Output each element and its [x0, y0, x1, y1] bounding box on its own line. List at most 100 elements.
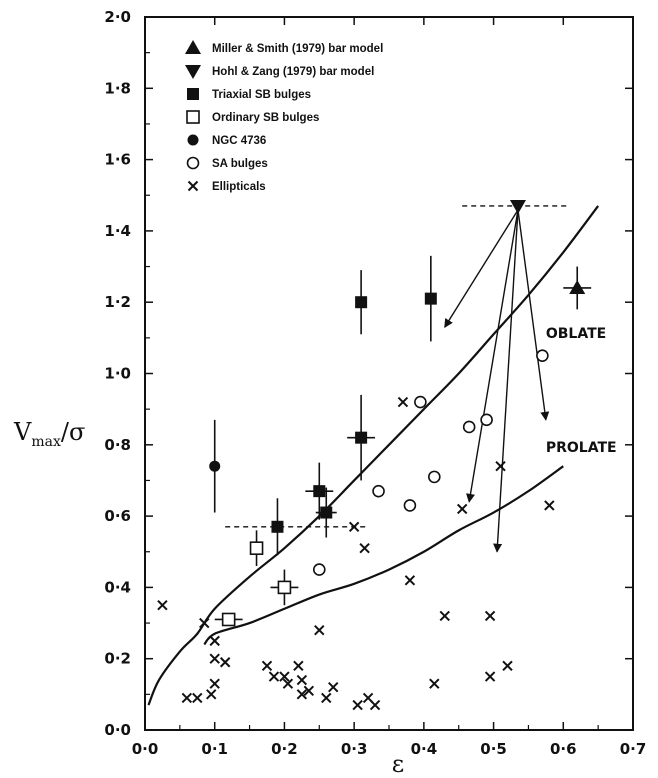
filled-square-point	[355, 296, 368, 309]
cross-point	[296, 689, 308, 700]
x-axis-label: ε	[392, 750, 404, 778]
filled-square-point	[424, 292, 437, 305]
x-tick-label: 0·1	[201, 740, 228, 758]
cross-point	[397, 396, 409, 408]
legend-label: Triaxial SB bulges	[212, 89, 311, 101]
prolate-curve	[203, 465, 564, 646]
cross-point	[296, 674, 308, 686]
arrow	[493, 209, 519, 553]
cross-point	[303, 685, 315, 696]
x-axis-ticks: 0·0 0·1 0·2 0·3 0·4 0·5 0·6 0·7	[132, 17, 647, 758]
triangle-down-point	[509, 199, 526, 214]
cross-point	[192, 692, 203, 704]
y-tick-label: 0·0	[104, 721, 131, 739]
oblate-curve-label: OBLATE	[546, 326, 606, 342]
legend-label: Miller & Smith (1979) bar model	[212, 43, 383, 55]
cross-point	[328, 682, 339, 693]
cross-point	[279, 671, 290, 682]
cross-point	[199, 617, 210, 629]
open-circle-point	[414, 395, 427, 409]
x-tick-label: 0·6	[550, 740, 577, 758]
data-points	[157, 199, 592, 711]
y-axis-ticks: 0·0 0·2 0·4 0·6 0·8 1·0 1·2 1·4 1·6 1·8 2·0	[104, 8, 633, 739]
cross-point	[219, 657, 231, 668]
cross-point	[404, 575, 416, 586]
cross-point	[484, 671, 496, 682]
cross-point	[321, 692, 332, 704]
arrow	[444, 209, 519, 329]
cross-point	[209, 678, 220, 689]
open-circle-point	[428, 470, 441, 484]
cross-point	[544, 500, 555, 511]
prolate-curve-label: PROLATE	[546, 440, 617, 456]
legend-triangle-down-icon	[185, 65, 201, 79]
x-tick-label: 0·4	[411, 740, 438, 758]
cross-point	[314, 624, 325, 636]
y-tick-label: 0·4	[104, 578, 131, 596]
legend-triangle-up-icon	[185, 40, 201, 54]
y-tick-label: 1·4	[104, 222, 131, 240]
legend-label: Hohl & Zang (1979) bar model	[212, 66, 374, 78]
open-square-point	[277, 580, 292, 595]
cross-point	[157, 600, 168, 611]
cross-point	[359, 542, 370, 554]
cross-point	[209, 653, 220, 664]
y-tick-label: 1·8	[104, 79, 131, 97]
cross-point	[206, 689, 217, 700]
y-axis-label-sub: max	[31, 434, 61, 450]
legend-label: Ordinary SB bulges	[212, 112, 319, 124]
legend-filled-circle-icon	[187, 134, 199, 146]
filled-square-point	[355, 431, 368, 444]
model-curves: OBLATE PROLATE	[147, 205, 617, 706]
cross-point	[348, 521, 360, 533]
cross-point	[261, 660, 273, 672]
open-circle-point	[462, 420, 476, 434]
y-tick-label: 1·0	[104, 365, 131, 383]
cross-point	[181, 692, 193, 704]
x-tick-label: 0·3	[341, 740, 368, 758]
legend: Miller & Smith (1979) bar model Hohl & Za…	[185, 40, 383, 193]
open-circle-point	[372, 484, 385, 498]
filled-square-point	[313, 485, 326, 498]
cross-point	[369, 699, 381, 711]
y-axis-label: Vmax/σ	[13, 418, 85, 450]
cross-point	[209, 635, 220, 647]
x-tick-label: 0·7	[620, 740, 647, 758]
legend-open-square-icon	[186, 110, 200, 124]
cross-point	[495, 460, 506, 472]
x-tick-label: 0·0	[132, 740, 159, 758]
y-tick-label: 0·8	[104, 436, 131, 454]
cross-point	[502, 660, 513, 672]
legend-open-circle-icon	[186, 156, 200, 170]
y-axis-label-main: V	[13, 418, 32, 446]
cross-point	[429, 678, 440, 689]
y-tick-label: 1·2	[104, 293, 131, 311]
legend-label: NGC 4736	[212, 135, 266, 147]
open-square-point	[249, 541, 264, 555]
cross-point	[293, 660, 304, 672]
oblate-curve	[147, 205, 600, 706]
open-circle-point	[480, 413, 493, 427]
x-tick-label: 0·5	[480, 740, 507, 758]
cross-point	[439, 610, 450, 622]
y-tick-label: 0·6	[104, 507, 131, 525]
legend-cross-icon	[187, 180, 199, 192]
y-tick-label: 0·2	[104, 650, 131, 668]
cross-point	[352, 699, 363, 711]
cross-point	[484, 610, 496, 622]
filled-square-point	[320, 506, 333, 519]
x-tick-label: 0·2	[271, 740, 298, 758]
triangle-up-point	[569, 279, 586, 294]
y-tick-label: 2·0	[104, 8, 131, 26]
filled-square-point	[271, 520, 284, 533]
open-square-point	[221, 612, 236, 627]
legend-filled-square-icon	[187, 88, 199, 100]
open-circle-point	[536, 349, 549, 362]
cross-point	[282, 678, 294, 689]
y-tick-label: 1·6	[104, 151, 131, 169]
y-axis-label-tail: /σ	[61, 418, 85, 446]
open-circle-point	[312, 563, 326, 576]
annotations	[225, 205, 567, 553]
legend-label: SA bulges	[212, 158, 268, 170]
legend-label: Ellipticals	[212, 181, 266, 193]
